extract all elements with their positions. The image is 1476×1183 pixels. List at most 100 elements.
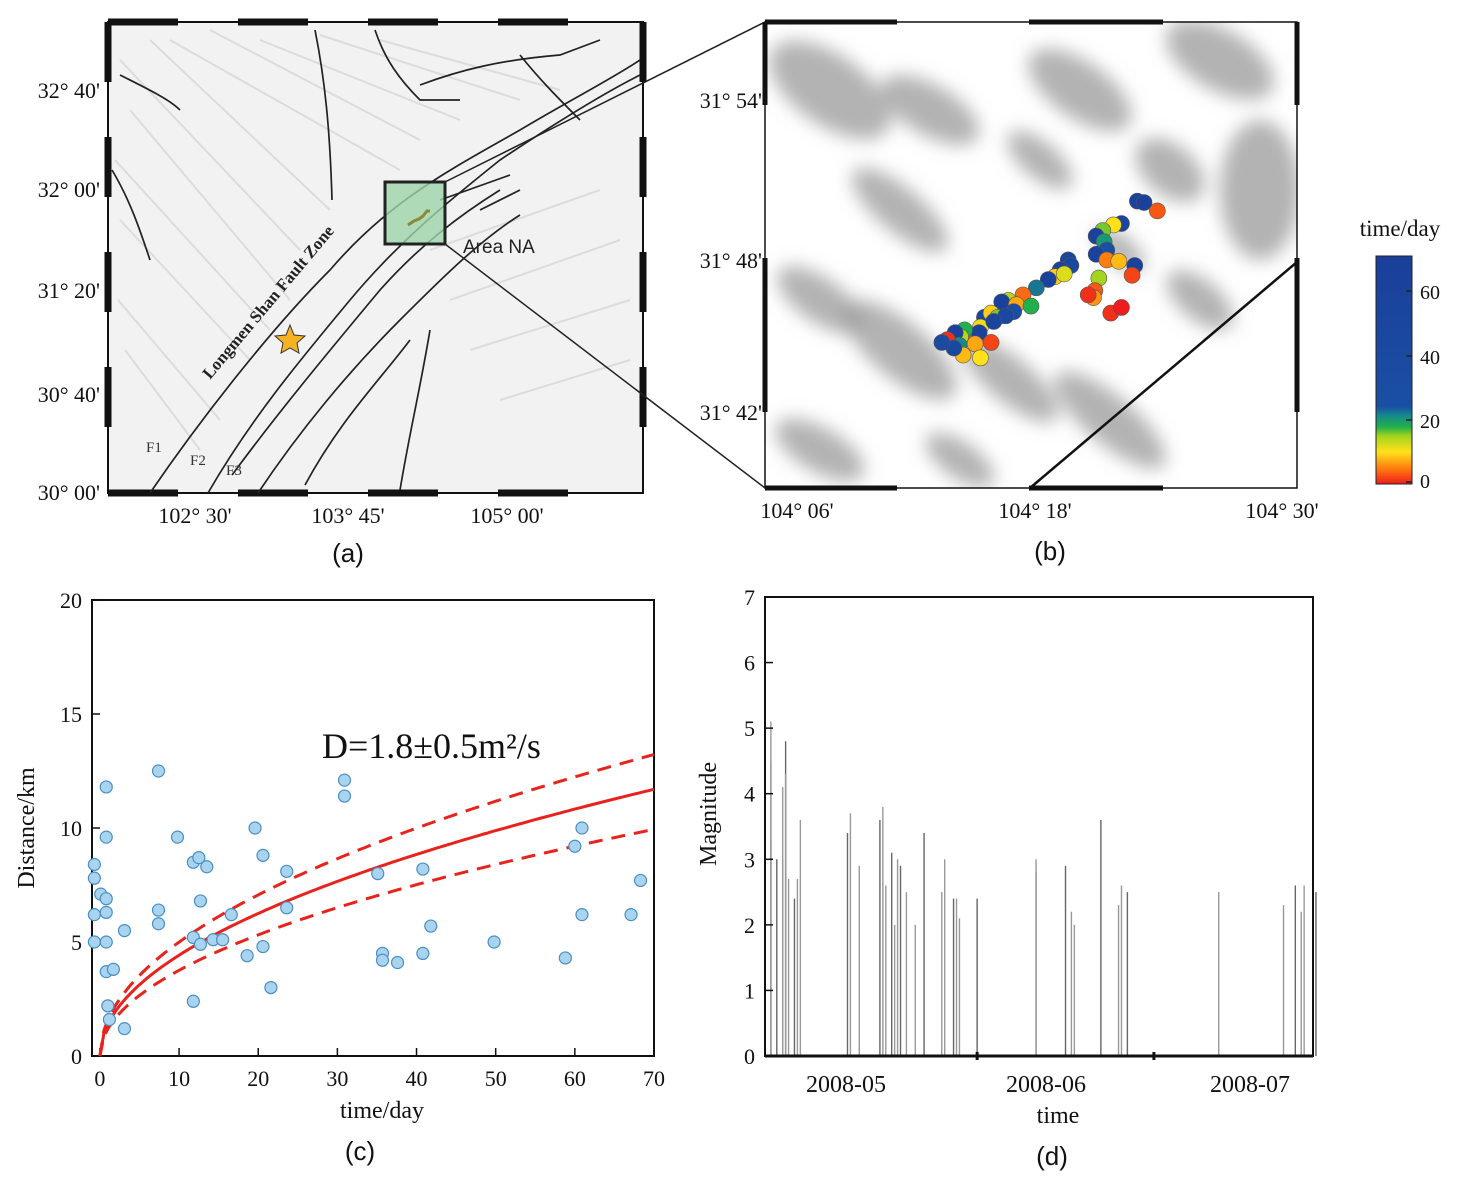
- panel-b-map: 31° 54' 31° 48' 31° 42' 104° 06' 104° 18…: [700, 19, 1319, 566]
- scatter-point-0: [87, 857, 101, 872]
- colorbar-tick-60: 60: [1420, 282, 1440, 304]
- area-na-label: Area NA: [463, 237, 535, 258]
- event-dot-49: [933, 334, 951, 351]
- epicenter-star-icon: [273, 323, 307, 354]
- event-dot-23: [1079, 286, 1097, 304]
- diffusion-curve-central: [98, 787, 655, 1057]
- scatter-point-1: [87, 871, 101, 885]
- a-lon-label-2: 103° 45': [311, 503, 384, 528]
- scatter-point-52: [633, 873, 648, 888]
- scatter-point-39: [371, 866, 385, 881]
- panel-c-frame: [91, 599, 655, 1057]
- a-lon-label-1: 102° 30': [158, 503, 231, 528]
- scatter-point-12: [102, 1012, 117, 1027]
- event-dot-47: [972, 349, 989, 367]
- scatter-point-36: [280, 901, 294, 915]
- scatter-point-48: [568, 839, 582, 853]
- fault-label-f1: F1: [146, 440, 162, 456]
- c-ytick-label-5: 5: [71, 930, 82, 955]
- panel-c-points: [87, 764, 648, 1036]
- event-dot-13: [1110, 252, 1128, 270]
- scatter-point-23: [192, 851, 206, 865]
- scatter-point-13: [106, 962, 120, 976]
- panel-c-caption: (c): [345, 1136, 375, 1166]
- scatter-point-26: [200, 860, 214, 874]
- diffusivity-annotation: D=1.8±0.5m²/s: [322, 726, 541, 766]
- scatter-point-50: [575, 908, 589, 922]
- panel-d-chart: 0 1 2 3 4 5 6 7 2008-05 2008-06 2008-07 time Ma…: [696, 585, 1317, 1171]
- c-xtick-label-0: 0: [94, 1066, 105, 1091]
- panel-c-ylabel: Distance/km: [14, 767, 40, 889]
- panel-c-chart: 0 10 20 30 40 50 60 70 0 5 10 15 20 D=1.8±0.5m²/s ti…: [14, 588, 665, 1166]
- a-lat-label-2: 32° 00': [38, 177, 100, 202]
- c-xtick-label-40: 40: [406, 1066, 428, 1091]
- c-ytick-label-20: 20: [60, 588, 82, 613]
- panel-b-events: [933, 192, 1166, 367]
- scatter-point-49: [575, 821, 589, 835]
- panel-d-bars: [770, 721, 1317, 1056]
- scatter-point-17: [151, 903, 166, 917]
- panel-b-terrain: [769, 22, 1297, 488]
- a-lat-label-4: 30° 40': [38, 382, 100, 407]
- c-xtick-label-50: 50: [485, 1066, 507, 1091]
- scatter-point-15: [117, 1022, 132, 1036]
- scatter-point-9: [99, 935, 113, 949]
- colorbar: time/day 60 40 20 0: [1360, 216, 1441, 493]
- scatter-point-51: [624, 908, 638, 922]
- date-label-2008-07: 2008-07: [1210, 1072, 1290, 1098]
- event-dot-36: [985, 313, 1003, 330]
- b-lon-label-2: 104° 18': [998, 498, 1071, 523]
- panel-d-ticks: 0 1 2 3 4 5 6 7: [744, 585, 1313, 1069]
- d-ytick-label-7: 7: [744, 585, 755, 610]
- d-ytick-label-1: 1: [744, 978, 755, 1003]
- event-dot-51: [1113, 299, 1130, 316]
- area-na-box[interactable]: [383, 180, 447, 246]
- scatter-point-16: [151, 764, 166, 778]
- d-ytick-label-4: 4: [744, 782, 755, 807]
- scatter-point-5: [99, 780, 113, 794]
- scatter-point-19: [170, 830, 185, 844]
- scatter-point-30: [240, 949, 254, 963]
- d-ytick-label-0: 0: [744, 1044, 755, 1069]
- panel-c-ticks: 0 10 20 30 40 50 60 70 0 5 10 15 20: [60, 588, 665, 1091]
- panel-d-ylabel: Magnitude: [696, 762, 722, 866]
- scatter-point-24: [193, 894, 208, 908]
- scatter-point-29: [224, 908, 238, 922]
- scatter-point-47: [558, 951, 572, 965]
- date-label-2008-05: 2008-05: [806, 1072, 886, 1098]
- c-ytick-label-15: 15: [60, 702, 82, 727]
- scatter-point-34: [264, 980, 278, 995]
- scatter-point-25: [193, 937, 208, 951]
- scatter-point-42: [390, 955, 405, 970]
- b-lon-label-3: 104° 30': [1245, 498, 1318, 523]
- scatter-point-46: [487, 935, 501, 949]
- scatter-point-18: [151, 917, 166, 931]
- colorbar-tick-0: 0: [1420, 471, 1430, 493]
- panel-a-background: [108, 22, 643, 493]
- diffusion-curve-upper: [98, 753, 655, 1057]
- c-xtick-label-10: 10: [168, 1066, 190, 1091]
- event-dot-1: [1135, 194, 1153, 211]
- panel-d-caption: (d): [1036, 1141, 1068, 1171]
- panel-a-map: Longmen Shan Fault Zone Area NA F1 F2 F3…: [38, 18, 766, 568]
- scatter-point-38: [337, 789, 352, 803]
- c-xtick-label-70: 70: [643, 1066, 665, 1091]
- fault-label-f2: F2: [190, 453, 206, 469]
- a-lat-label-3: 31° 20': [38, 278, 100, 303]
- panel-a-frame-ticks: [104, 18, 647, 497]
- scatter-point-41: [375, 953, 390, 967]
- d-ytick-label-6: 6: [744, 651, 755, 676]
- panel-d-xlabel: time: [1037, 1103, 1080, 1129]
- event-dot-29: [1022, 297, 1040, 315]
- c-xtick-label-20: 20: [247, 1066, 269, 1091]
- scatter-point-31: [248, 821, 262, 835]
- zoom-connector-bottom: [444, 243, 766, 489]
- panel-b-frame-ticks: [762, 19, 1300, 491]
- c-ytick-label-0: 0: [71, 1044, 82, 1069]
- scatter-point-2: [87, 908, 101, 922]
- scatter-point-33: [256, 939, 270, 954]
- a-lat-label-5: 30° 00': [38, 480, 100, 505]
- event-dot-24: [1028, 279, 1045, 297]
- fault-label-f3: F3: [226, 463, 242, 479]
